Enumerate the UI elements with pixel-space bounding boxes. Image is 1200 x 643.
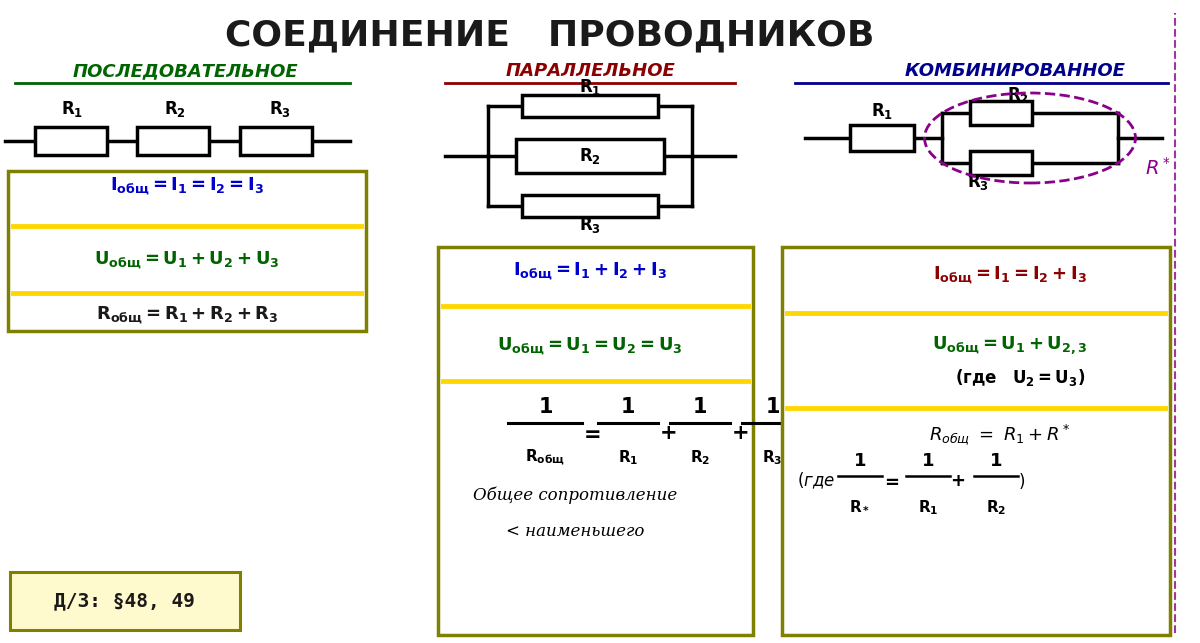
Bar [137,127,209,155]
Text: $\mathbf{1}$: $\mathbf{1}$ [922,452,935,470]
Text: $\mathit{R_{общ}\ =\ R_1 + R^*}$: $\mathit{R_{общ}\ =\ R_1 + R^*}$ [929,422,1070,448]
Text: $\mathbf{+}$: $\mathbf{+}$ [731,423,749,443]
Bar [240,127,312,155]
Bar [35,127,107,155]
Text: $\mathbf{+}$: $\mathbf{+}$ [659,423,677,443]
Text: $\mathbf{U_{общ}=U_1+U_{2,3}}$: $\mathbf{U_{общ}=U_1+U_{2,3}}$ [932,334,1087,356]
Text: $\mathbf{R_2}$: $\mathbf{R_2}$ [985,498,1007,517]
Text: $\mathbf{+}$: $\mathbf{+}$ [950,472,966,490]
Text: $\mathbf{U_{общ}=U_1+U_2+U_3}$: $\mathbf{U_{общ}=U_1+U_2+U_3}$ [94,249,280,271]
Text: $\mathbf{1}$: $\mathbf{1}$ [853,452,866,470]
Text: $\mathbf{R_3}$: $\mathbf{R_3}$ [762,448,782,467]
Text: $\mathbf{R_*}$: $\mathbf{R_*}$ [850,498,871,513]
Bar [522,95,658,117]
Bar [970,151,1032,175]
Text: $\mathbf{R_3}$: $\mathbf{R_3}$ [269,99,292,119]
Text: $\mathbf{R_{общ}=R_1+R_2+R_3}$: $\mathbf{R_{общ}=R_1+R_2+R_3}$ [96,305,278,325]
Bar [522,195,658,217]
Bar [970,101,1032,125]
Text: $\mathbf{I_{общ}= I_1 + I_2 + I_3}$: $\mathbf{I_{общ}= I_1 + I_2 + I_3}$ [514,260,667,282]
Text: $\mathbf{R_1}$: $\mathbf{R_1}$ [618,448,638,467]
Text: $\mathbf{R_3}$: $\mathbf{R_3}$ [967,172,989,192]
Text: Общее сопротивление: Общее сопротивление [473,486,677,503]
Text: $\mathbf{U_{общ}= U_1= U_2 = U_3}$: $\mathbf{U_{общ}= U_1= U_2 = U_3}$ [497,336,683,356]
Text: СОЕДИНЕНИЕ   ПРОВОДНИКОВ: СОЕДИНЕНИЕ ПРОВОДНИКОВ [226,18,875,52]
Text: $\mathbf{1}$: $\mathbf{1}$ [538,397,552,417]
Bar [516,139,664,173]
Text: $\mathbf{1}$: $\mathbf{1}$ [692,397,708,417]
Text: $\mathbf{R_2}$: $\mathbf{R_2}$ [164,99,186,119]
Text: $\mathbf{(где\ \ \ U_2 = U_3)}$: $\mathbf{(где\ \ \ U_2 = U_3)}$ [955,368,1085,388]
Text: $\mathbf{R_3}$: $\mathbf{R_3}$ [578,215,601,235]
Bar [850,125,914,151]
Text: $R^*$: $R^*$ [1145,157,1171,179]
Text: $\mathbf{R_1}$: $\mathbf{R_1}$ [61,99,83,119]
Text: $\mathbf{R_1}$: $\mathbf{R_1}$ [918,498,938,517]
Text: ПОСЛЕДОВАТЕЛЬНОЕ: ПОСЛЕДОВАТЕЛЬНОЕ [72,62,298,80]
Text: $\mathbf{R_2}$: $\mathbf{R_2}$ [580,146,601,166]
Text: КОМБИНИРОВАННОЕ: КОМБИНИРОВАННОЕ [905,62,1126,80]
Text: $\mathbf{1}$: $\mathbf{1}$ [989,452,1003,470]
Text: $\mathbf{R_2}$: $\mathbf{R_2}$ [690,448,710,467]
Text: $\mathbf{I_{общ}= I_1 = I_2 = I_3}$: $\mathbf{I_{общ}= I_1 = I_2 = I_3}$ [110,176,264,196]
Text: $\mathit{)}$: $\mathit{)}$ [1018,471,1025,491]
FancyBboxPatch shape [10,572,240,630]
Text: $\mathbf{I_{общ}= I_1 = I_2 +I_3}$: $\mathbf{I_{общ}= I_1 = I_2 +I_3}$ [934,265,1087,285]
Text: $\mathbf{=}$: $\mathbf{=}$ [881,472,899,490]
Text: Д/З: §48, 49: Д/З: §48, 49 [54,592,196,610]
Text: $\mathbf{1}$: $\mathbf{1}$ [620,397,636,417]
Text: < наименьшего: < наименьшего [506,523,644,539]
Text: $\mathbf{=}$: $\mathbf{=}$ [580,423,601,443]
FancyBboxPatch shape [782,247,1170,635]
Text: $\mathit{(где}$: $\mathit{(где}$ [797,471,835,491]
Text: $\mathbf{R_2}$: $\mathbf{R_2}$ [1007,85,1028,105]
Text: $\mathbf{R_{общ}}$: $\mathbf{R_{общ}}$ [526,448,565,468]
Text: $\mathbf{1}$: $\mathbf{1}$ [764,397,780,417]
Text: $\mathbf{R_1}$: $\mathbf{R_1}$ [871,101,893,121]
Text: $\mathbf{R_1}$: $\mathbf{R_1}$ [578,77,601,97]
FancyBboxPatch shape [8,171,366,331]
Text: ПАРАЛЛЕЛЬНОЕ: ПАРАЛЛЕЛЬНОЕ [505,62,674,80]
FancyBboxPatch shape [438,247,754,635]
